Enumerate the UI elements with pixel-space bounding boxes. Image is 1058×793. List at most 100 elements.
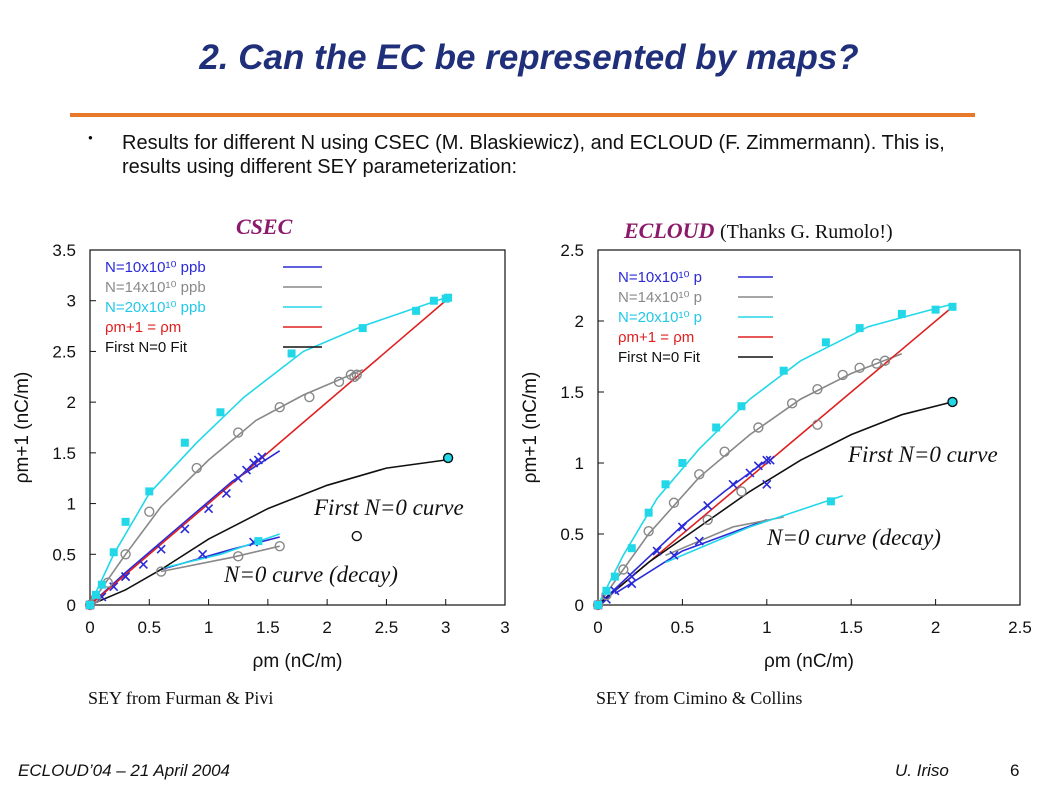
- slide-title: 2. Can the EC be represented by maps?: [199, 38, 859, 77]
- point-n-14x10-10-ppb: [84, 599, 96, 611]
- point-first-n-0-fit: [442, 452, 454, 464]
- point-n-14x10-10-ppb: [191, 462, 202, 474]
- chart-csec: 0 0.5 1 1.5 2 2.5 3 3 0 0.5 1 1.5 2 2.5 3 3.5 ρm (nC/m) ρ…: [12, 241, 510, 672]
- point-n-14x10-10-ppb: [233, 427, 244, 438]
- point-n-20x10-10-p: [602, 586, 611, 595]
- x-tick-label: 3: [500, 618, 509, 637]
- footer-event: ECLOUD’04 – 21 April 2004: [18, 761, 230, 780]
- plot-frame: [597, 249, 1021, 606]
- plot-title-ecloud: ECLOUD (Thanks G. Rumolo!): [624, 218, 893, 244]
- point-n-14x10-10-p: [694, 469, 705, 480]
- x-tick-label: 0: [593, 618, 602, 637]
- legend-label-n-14x10-10-p: N=14x10¹⁰ p: [618, 289, 702, 306]
- point-n-14x10-10-p: [702, 514, 713, 525]
- bullet-text: Results for different N using CSEC (M. B…: [122, 132, 945, 178]
- plot-title-csec-text: CSEC: [236, 214, 293, 239]
- point-n-20x10-10-p: [661, 480, 670, 489]
- y-axis-label: ρm+1 (nC/m): [12, 372, 33, 484]
- annotation-decay-ecloud: N=0 curve (decay): [765, 525, 943, 551]
- series-fit-n-14x10-10-p: [597, 352, 903, 606]
- point-n-20x10-10-ppb: [287, 349, 296, 358]
- point-n-20x10-10-p: [712, 423, 721, 432]
- point-n-20x10-10-p: [594, 601, 602, 609]
- y-tick-label: 2: [67, 393, 76, 412]
- point-n-14x10-10-p: [618, 564, 629, 575]
- point-n-10x10-10-ppb: [138, 559, 148, 569]
- x-tick-label: 1.5: [256, 618, 280, 637]
- x-tick-label: 3: [441, 618, 450, 637]
- point-n-20x10-10-p: [931, 305, 940, 314]
- point-n-14x10-10-ppb: [304, 391, 315, 403]
- caption-csec: SEY from Furman & Pivi: [88, 688, 274, 708]
- decay-point-n-10x10-10-ppb: [198, 549, 208, 559]
- y-tick-label: 2.5: [52, 342, 76, 361]
- x-tick-label: 0: [85, 618, 94, 637]
- point-n-14x10-10-p: [736, 486, 747, 497]
- x-tick-label: 2: [931, 618, 940, 637]
- point-n-20x10-10-p: [826, 497, 835, 506]
- point-first-n-0-fit: [947, 396, 958, 408]
- point-first-n-0-fit: [351, 530, 362, 542]
- y-tick-label: 3.5: [52, 241, 76, 260]
- point-n-14x10-10-p: [592, 599, 604, 611]
- point-n-10x10-10-ppb: [109, 582, 119, 592]
- legend-label-n-14x10-10-ppb: N=14x10¹⁰ ppb: [105, 279, 206, 296]
- x-axis-label: ρm (nC/m): [764, 651, 854, 672]
- point-n-14x10-10-ppb: [333, 376, 345, 388]
- point-n-14x10-10-ppb: [120, 549, 131, 560]
- legend-label-n-10x10-10-ppb: N=10x10¹⁰ ppb: [105, 259, 206, 276]
- plot-title-ecloud-text: ECLOUD: [624, 218, 715, 243]
- point-n-20x10-10-p: [644, 508, 653, 517]
- point-n-10x10-10-p: [703, 501, 713, 511]
- point-n-14x10-10-p: [837, 369, 848, 381]
- title-underline: [70, 113, 975, 117]
- series-fit-n-10x10-10-p: [597, 459, 768, 606]
- series-fit-n-20x10-10-ppb: [89, 294, 452, 606]
- series-line-first-n-0-fit: [89, 459, 446, 606]
- point-n-14x10-10-p: [668, 497, 680, 508]
- point-n-14x10-10-p: [854, 362, 865, 374]
- point-n-10x10-10-p: [610, 586, 620, 596]
- x-tick-label: 2: [322, 618, 331, 637]
- point-n-20x10-10-ppb: [254, 537, 263, 546]
- series-decay-fit-n-14x10-10-p: [665, 516, 784, 557]
- point-n-20x10-10-p: [821, 338, 830, 347]
- point-n-20x10-10-p: [948, 397, 957, 406]
- y-tick-label: 3: [67, 292, 76, 311]
- x-tick-label: 2.5: [375, 618, 399, 637]
- point-n-10x10-10-ppb: [221, 488, 231, 498]
- point-n-10x10-10-p: [652, 546, 662, 556]
- legend-label-first-n-0-fit: First N=0 Fit: [105, 339, 188, 356]
- point-n-20x10-10-p: [627, 544, 636, 553]
- legend-label-n-10x10-10-p: N=10x10¹⁰ p: [618, 269, 702, 286]
- point-n-20x10-10-ppb: [86, 601, 94, 609]
- point-n-20x10-10-p: [610, 572, 619, 581]
- x-tick-label: 0.5: [137, 618, 161, 637]
- point-n-14x10-10-p: [753, 422, 764, 433]
- y-tick-label: 0.5: [52, 545, 76, 564]
- decay-point-n-14x10-10-ppb: [274, 540, 285, 552]
- decay-point-n-10x10-10-p: [669, 550, 679, 560]
- y-tick-label: 1.5: [560, 383, 584, 402]
- point-n-20x10-10-ppb: [216, 408, 225, 417]
- decay-point-n-10x10-10-ppb: [121, 572, 131, 582]
- point-n-20x10-10-p: [855, 324, 864, 333]
- plot-frame: [89, 249, 506, 606]
- legend-label-m-1-m: ρm+1 = ρm: [618, 329, 694, 346]
- legend-label-m-1-m: ρm+1 = ρm: [105, 319, 181, 336]
- x-tick-label: 0.5: [671, 618, 695, 637]
- y-tick-label: 0: [67, 596, 76, 615]
- chart-ecloud: 0 0.5 1 1.5 2 2.5 0 0.5 1 1.5 2 2.5 ρm (nC/m) ρm+1 (n…: [520, 241, 1032, 672]
- point-n-10x10-10-p: [762, 455, 772, 465]
- series-decay-fit-n-14x10-10-ppb: [160, 545, 280, 573]
- point-n-10x10-10-p: [765, 455, 775, 465]
- page-number: 6: [1010, 761, 1020, 780]
- bullet-dot-icon: ●: [88, 133, 93, 142]
- point-n-10x10-10-p: [677, 522, 687, 532]
- y-tick-label: 2.5: [560, 241, 584, 260]
- point-n-14x10-10-p: [812, 383, 823, 395]
- point-n-14x10-10-p: [719, 446, 730, 457]
- point-n-20x10-10-ppb: [412, 306, 421, 315]
- x-tick-label: 1: [204, 618, 213, 637]
- annotation-first-n0-csec: First N=0 curve: [312, 495, 466, 521]
